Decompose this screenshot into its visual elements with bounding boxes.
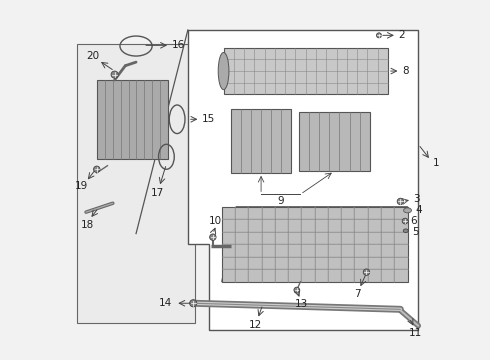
Ellipse shape [218, 53, 229, 90]
Text: 2: 2 [398, 30, 405, 40]
Polygon shape [222, 207, 408, 282]
Polygon shape [188, 30, 418, 330]
Circle shape [376, 33, 381, 38]
Text: 11: 11 [409, 328, 422, 338]
Text: 20: 20 [87, 51, 100, 61]
Text: 13: 13 [294, 299, 308, 309]
Ellipse shape [403, 229, 408, 233]
Circle shape [397, 198, 404, 204]
Bar [77, 44, 195, 323]
Circle shape [294, 287, 300, 293]
Circle shape [363, 269, 369, 275]
Text: 6: 6 [410, 216, 416, 226]
Text: 18: 18 [80, 220, 94, 230]
Text: 7: 7 [354, 289, 361, 298]
Circle shape [94, 166, 100, 172]
Text: 9: 9 [277, 197, 284, 206]
Text: 17: 17 [151, 188, 164, 198]
Ellipse shape [404, 208, 412, 213]
Text: 19: 19 [75, 181, 88, 192]
Text: 4: 4 [416, 205, 422, 215]
Text: 1: 1 [433, 158, 439, 168]
Bar [298, 112, 370, 171]
Text: 16: 16 [172, 40, 185, 50]
Circle shape [111, 71, 118, 78]
Text: 5: 5 [412, 227, 418, 237]
Text: 15: 15 [202, 114, 216, 124]
Bar [223, 48, 388, 94]
Text: 3: 3 [413, 194, 419, 203]
Circle shape [402, 218, 408, 224]
Bar [97, 80, 168, 158]
Text: 10: 10 [209, 216, 222, 226]
Text: 14: 14 [159, 298, 172, 308]
Text: 8: 8 [402, 66, 409, 76]
Bar [222, 207, 408, 282]
Text: 12: 12 [249, 320, 262, 330]
Circle shape [190, 300, 197, 307]
Bar [231, 109, 292, 173]
Circle shape [210, 234, 216, 240]
